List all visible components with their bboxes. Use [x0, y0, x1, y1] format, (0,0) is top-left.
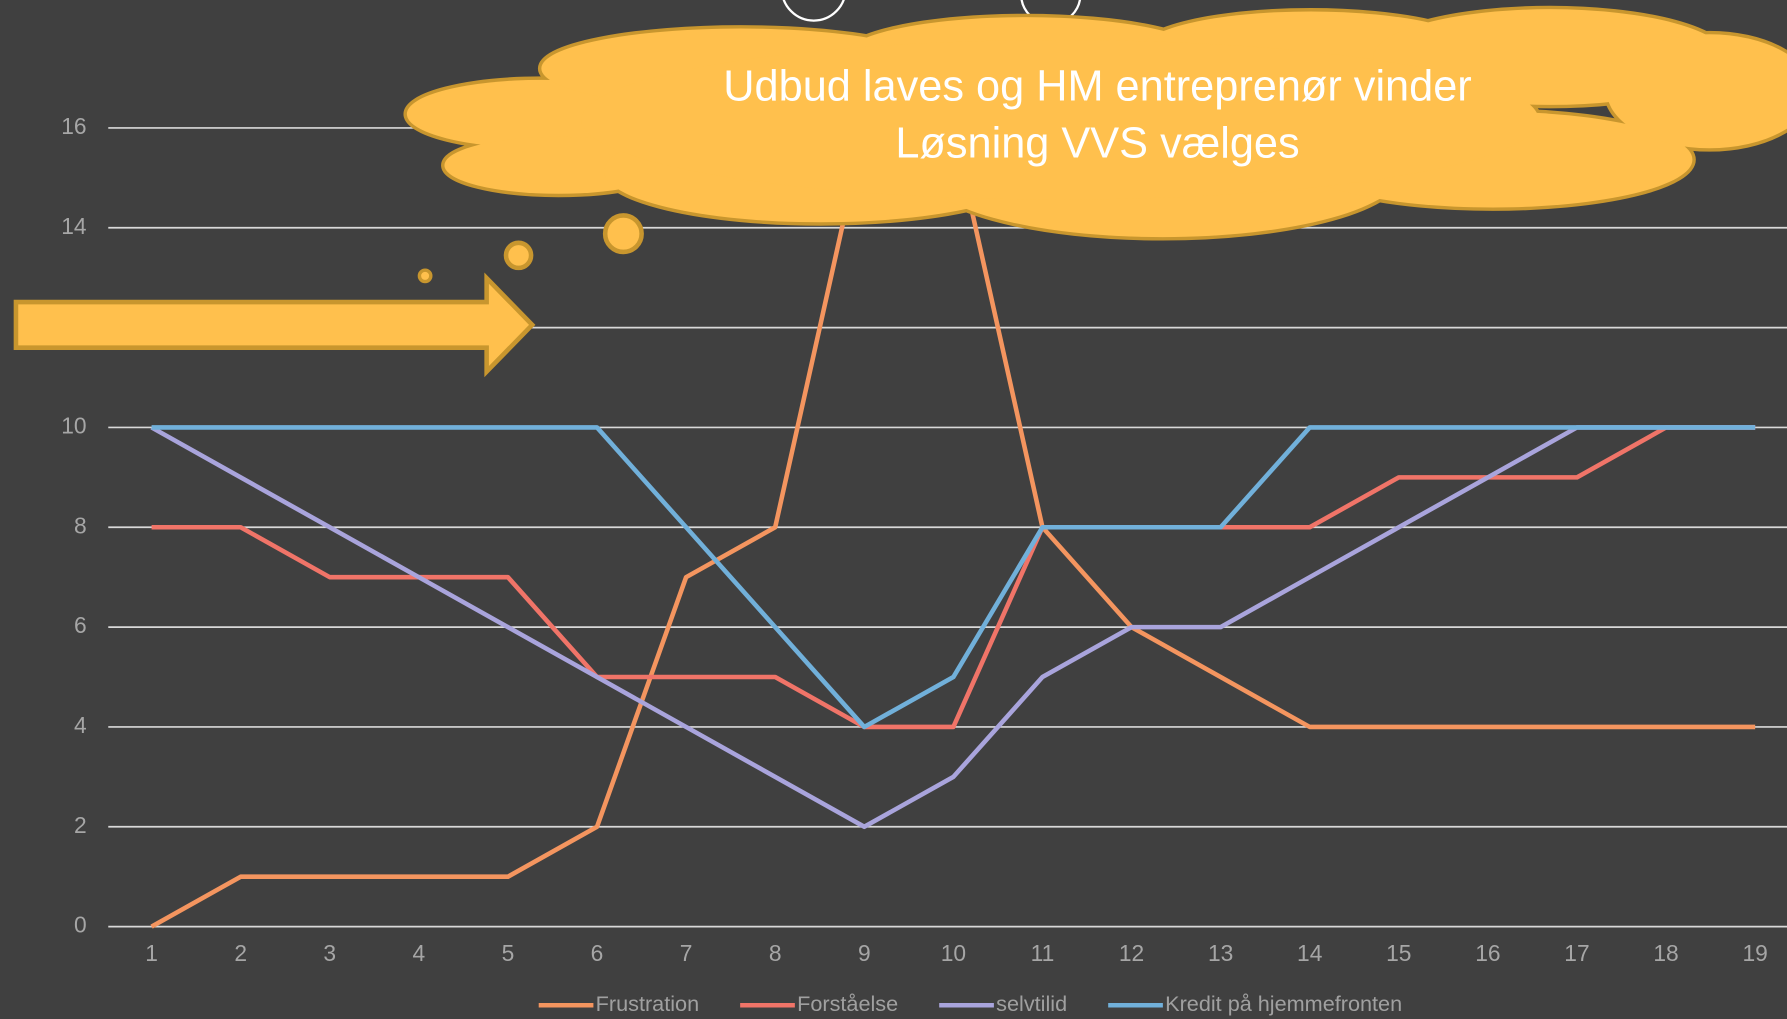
annotation-text: Løsning VVS vælges: [895, 119, 1299, 167]
x-tick-label: 18: [1653, 940, 1678, 966]
x-tick-label: 13: [1208, 940, 1233, 966]
legend-label: Frustration: [596, 991, 699, 1016]
chart: 0246810121416123456789101112131415161718…: [0, 0, 1787, 1019]
x-tick-label: 7: [680, 940, 693, 966]
legend-label: Kredit på hjemmefronten: [1165, 991, 1402, 1016]
page: 0246810121416123456789101112131415161718…: [0, 0, 1787, 1019]
annotation-text: Udbud laves og HM entreprenør vinder: [723, 62, 1471, 110]
x-tick-label: 5: [502, 940, 515, 966]
legend-label: selvtilid: [996, 991, 1067, 1016]
x-tick-label: 4: [413, 940, 426, 966]
thought-bubble: [419, 270, 430, 281]
x-tick-label: 14: [1297, 940, 1322, 966]
y-tick-label: 2: [74, 812, 87, 838]
x-tick-label: 2: [234, 940, 247, 966]
x-tick-label: 11: [1031, 940, 1055, 966]
x-tick-label: 1: [145, 940, 158, 966]
x-tick-label: 10: [941, 940, 966, 966]
y-tick-label: 14: [61, 213, 86, 239]
thought-bubble: [506, 243, 531, 268]
x-tick-label: 12: [1119, 940, 1144, 966]
x-tick-label: 17: [1564, 940, 1589, 966]
y-tick-label: 6: [74, 612, 87, 638]
legend-label: Forståelse: [797, 991, 898, 1016]
y-tick-label: 0: [74, 912, 87, 938]
y-tick-label: 16: [61, 113, 86, 139]
x-tick-label: 9: [858, 940, 871, 966]
x-tick-label: 15: [1386, 940, 1411, 966]
thought-bubble: [605, 215, 641, 251]
y-tick-label: 10: [61, 412, 86, 438]
x-tick-label: 16: [1475, 940, 1500, 966]
y-tick-label: 4: [74, 712, 87, 738]
x-tick-label: 8: [769, 940, 782, 966]
x-tick-label: 19: [1742, 940, 1767, 966]
x-tick-label: 3: [323, 940, 336, 966]
x-tick-label: 6: [591, 940, 604, 966]
y-tick-label: 8: [74, 512, 87, 538]
